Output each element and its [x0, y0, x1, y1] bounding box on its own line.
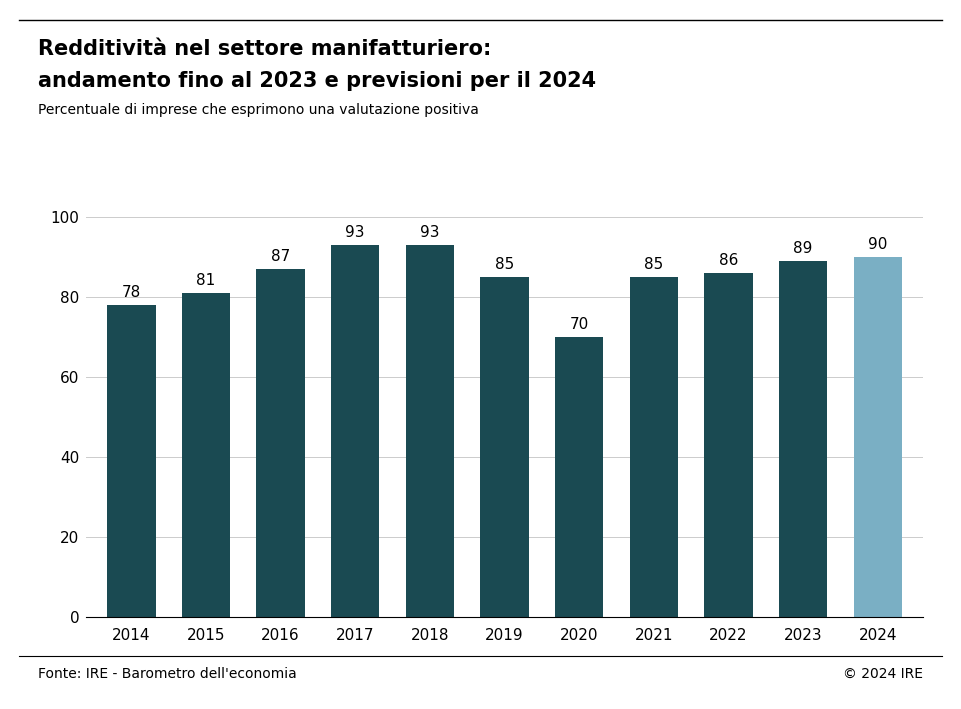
Bar [331, 245, 380, 617]
Text: Fonte: IRE - Barometro dell'economia: Fonte: IRE - Barometro dell'economia [38, 666, 297, 681]
Text: 85: 85 [644, 257, 663, 272]
Text: 86: 86 [719, 253, 738, 269]
Bar [778, 261, 827, 617]
Bar [480, 277, 529, 617]
Text: andamento fino al 2023 e previsioni per il 2024: andamento fino al 2023 e previsioni per … [38, 71, 597, 91]
Bar [629, 277, 678, 617]
Bar [406, 245, 455, 617]
Text: Percentuale di imprese che esprimono una valutazione positiva: Percentuale di imprese che esprimono una… [38, 103, 480, 117]
Text: Redditività nel settore manifatturiero:: Redditività nel settore manifatturiero: [38, 39, 492, 59]
Bar [853, 257, 902, 617]
Bar [182, 293, 231, 617]
Text: 81: 81 [196, 274, 215, 289]
Bar [554, 337, 604, 617]
Text: 93: 93 [420, 225, 439, 240]
Text: 90: 90 [868, 238, 887, 252]
Text: 89: 89 [794, 241, 813, 257]
Text: 70: 70 [570, 318, 589, 333]
Text: 85: 85 [495, 257, 514, 272]
Text: 78: 78 [122, 285, 141, 301]
Text: © 2024 IRE: © 2024 IRE [843, 666, 923, 681]
Bar [257, 269, 305, 617]
Bar [107, 305, 156, 617]
Text: 87: 87 [271, 250, 290, 264]
Text: 93: 93 [345, 225, 365, 240]
Bar [704, 273, 752, 617]
